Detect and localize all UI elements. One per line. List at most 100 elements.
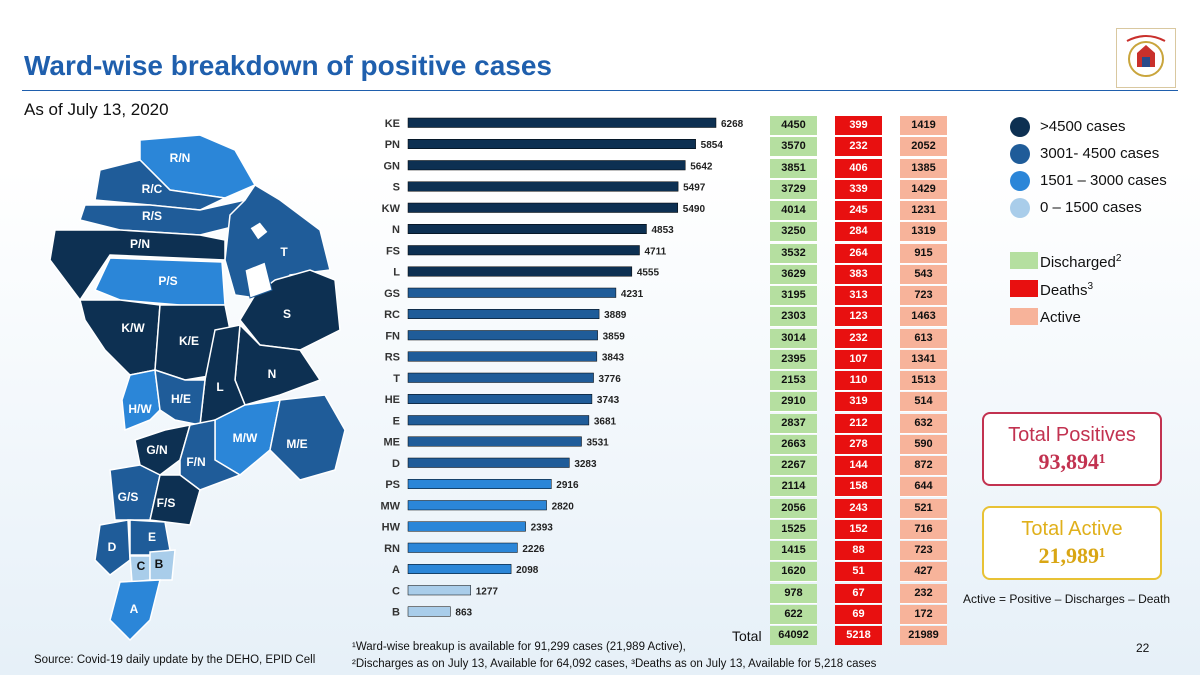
bar[interactable] bbox=[407, 521, 526, 532]
category-label: HE bbox=[385, 394, 400, 406]
bar[interactable] bbox=[407, 436, 582, 447]
ward-FS[interactable] bbox=[149, 474, 201, 526]
ward-label: K/W bbox=[121, 321, 145, 335]
active-cell: 915 bbox=[900, 243, 947, 264]
active-cell: 716 bbox=[900, 519, 947, 540]
bar-value-label: 3843 bbox=[602, 353, 625, 364]
bar-value-label: 863 bbox=[455, 608, 472, 619]
bar[interactable] bbox=[407, 542, 518, 553]
ward-label: C bbox=[137, 559, 146, 573]
ward-label: R/N bbox=[170, 151, 191, 165]
deaths-cell: 69 bbox=[835, 604, 882, 625]
bar[interactable] bbox=[407, 202, 679, 213]
ward-label: T bbox=[280, 245, 288, 259]
bar[interactable] bbox=[407, 606, 451, 617]
deaths-cell: 264 bbox=[835, 243, 882, 264]
discharged-cell: 2114 bbox=[770, 477, 817, 498]
category-label: FS bbox=[386, 245, 400, 257]
active-cell: 1231 bbox=[900, 201, 947, 221]
bar[interactable] bbox=[407, 585, 471, 596]
bar[interactable] bbox=[407, 309, 600, 319]
discharged-cell: 2837 bbox=[770, 413, 817, 434]
deaths-cell: 399 bbox=[835, 116, 882, 136]
legend-swatch bbox=[1010, 144, 1030, 164]
bar[interactable] bbox=[407, 245, 640, 256]
legend-label: 3001- 4500 cases bbox=[1040, 145, 1160, 162]
deaths-cell: 383 bbox=[835, 264, 882, 285]
ward-label: L bbox=[216, 380, 223, 394]
bar-value-label: 4853 bbox=[651, 225, 674, 236]
ward-ME[interactable] bbox=[269, 394, 346, 481]
discharged-cell: 3532 bbox=[770, 243, 817, 264]
active-cell: 1319 bbox=[900, 222, 947, 243]
ward-label: D bbox=[108, 540, 117, 554]
deaths-cell: 232 bbox=[835, 137, 882, 158]
bar[interactable] bbox=[407, 181, 679, 192]
discharged-cell: 2395 bbox=[770, 349, 817, 370]
discharged-cell: 3570 bbox=[770, 137, 817, 158]
active-cell: 1513 bbox=[900, 371, 947, 391]
ward-label: R/C bbox=[142, 182, 163, 196]
discharged-cell: 2153 bbox=[770, 371, 817, 391]
active-cell: 514 bbox=[900, 392, 947, 413]
category-label: B bbox=[392, 607, 400, 619]
ward-RC[interactable] bbox=[94, 159, 228, 211]
legend-label: >4500 cases bbox=[1040, 118, 1126, 135]
ward-B[interactable] bbox=[149, 549, 176, 581]
bar[interactable] bbox=[407, 457, 570, 468]
bar[interactable] bbox=[407, 287, 617, 298]
bar[interactable] bbox=[407, 139, 696, 149]
footnote-1: ¹Ward-wise breakup is available for 91,2… bbox=[352, 641, 686, 653]
ward-A[interactable] bbox=[109, 579, 161, 642]
ward-label: M/W bbox=[233, 431, 258, 445]
active-cell: 590 bbox=[900, 434, 947, 455]
category-label: ME bbox=[384, 437, 401, 449]
total-positives-box: Total Positives 93,894¹ bbox=[982, 412, 1162, 486]
bar[interactable] bbox=[407, 351, 598, 362]
category-label: RN bbox=[384, 543, 400, 555]
bar-value-label: 6268 bbox=[721, 119, 744, 130]
ward-FN[interactable] bbox=[179, 419, 242, 491]
bar[interactable] bbox=[407, 500, 547, 511]
discharged-cell: 3629 bbox=[770, 264, 817, 285]
page-title: Ward-wise breakdown of positive cases bbox=[24, 50, 553, 81]
ward-label: H/E bbox=[171, 392, 191, 406]
deaths-cell: 152 bbox=[835, 519, 882, 540]
deaths-cell: 232 bbox=[835, 328, 882, 349]
bar[interactable] bbox=[407, 117, 717, 128]
category-label: GS bbox=[384, 288, 400, 300]
ward-D[interactable] bbox=[94, 519, 131, 576]
bar[interactable] bbox=[407, 564, 512, 574]
bar[interactable] bbox=[407, 330, 598, 341]
bar[interactable] bbox=[407, 160, 686, 171]
ward-label: M/E bbox=[286, 437, 307, 451]
ward-label: R/S bbox=[142, 209, 162, 223]
ward-label: F/N bbox=[186, 455, 205, 469]
bar[interactable] bbox=[407, 479, 552, 489]
deaths-cell: 339 bbox=[835, 179, 882, 200]
category-label: KW bbox=[382, 203, 401, 215]
bar[interactable] bbox=[407, 372, 594, 383]
bar-value-label: 4231 bbox=[621, 289, 644, 300]
ward-label: B bbox=[155, 557, 164, 571]
ward-label: P/N bbox=[130, 237, 150, 251]
bar[interactable] bbox=[407, 224, 647, 234]
bar-value-label: 5854 bbox=[701, 140, 724, 151]
municipal-logo bbox=[1116, 28, 1176, 88]
discharged-cell: 3014 bbox=[770, 328, 817, 349]
category-label: S bbox=[393, 182, 400, 194]
discharged-cell: 2267 bbox=[770, 456, 817, 476]
bar-value-label: 3743 bbox=[597, 395, 620, 406]
active-cell: 543 bbox=[900, 264, 947, 285]
discharged-cell: 4014 bbox=[770, 201, 817, 221]
deaths-cell: 406 bbox=[835, 158, 882, 179]
total-positives-label: Total Positives bbox=[1008, 424, 1136, 446]
discharged-cell: 1415 bbox=[770, 541, 817, 561]
legend-swatch bbox=[1010, 171, 1030, 191]
bar[interactable] bbox=[407, 394, 593, 404]
legend-swatch bbox=[1010, 280, 1038, 297]
bar[interactable] bbox=[407, 415, 590, 426]
deaths-cell: 144 bbox=[835, 456, 882, 476]
bar[interactable] bbox=[407, 266, 633, 277]
